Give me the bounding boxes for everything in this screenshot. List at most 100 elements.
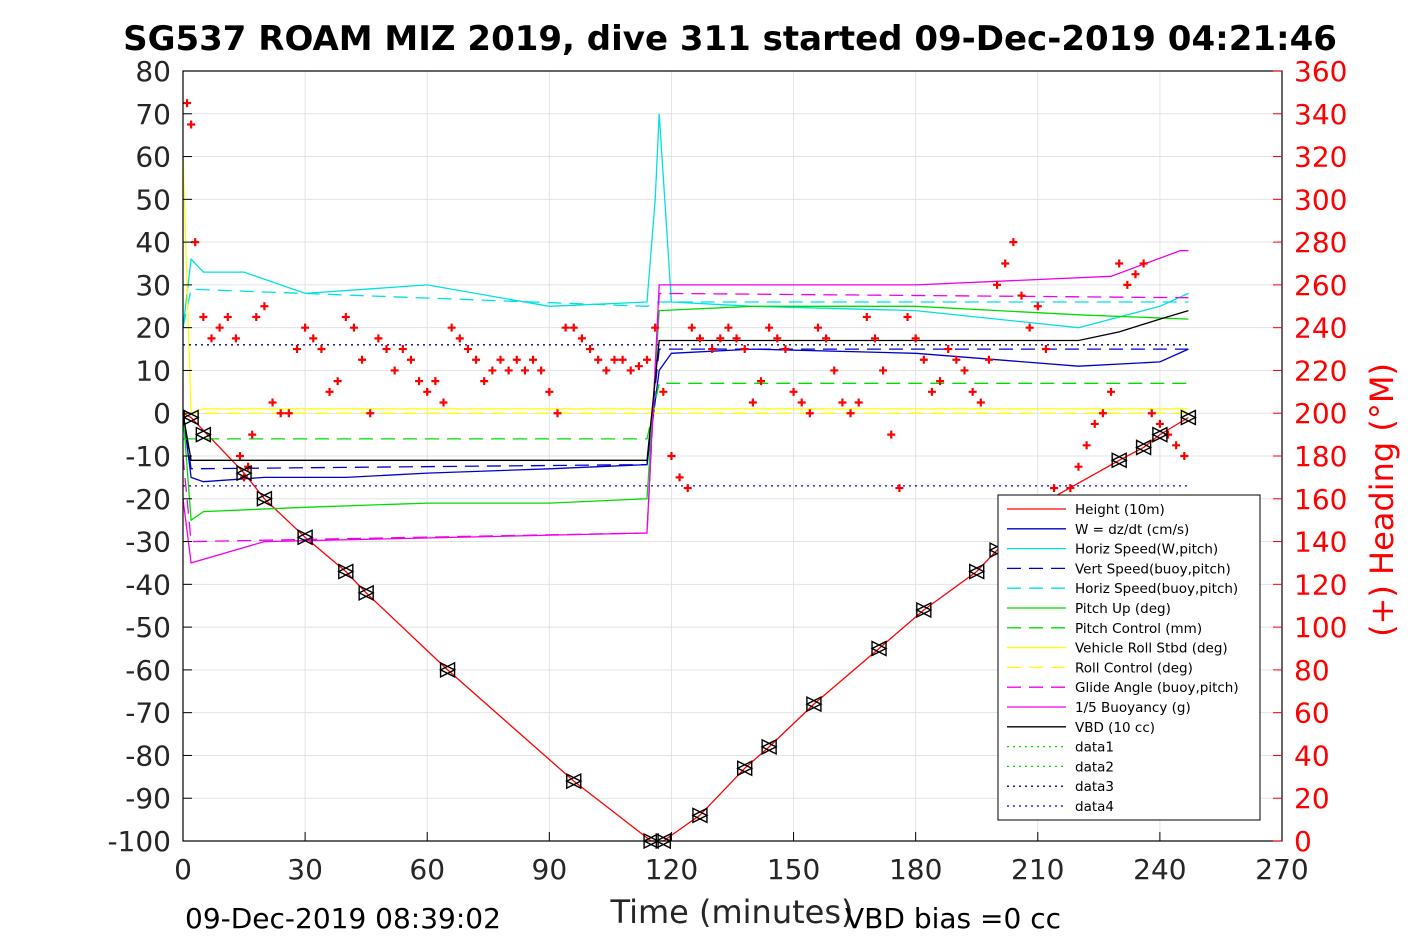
dive-point-marker: [1110, 452, 1128, 469]
series-line-5: [182, 305, 1189, 522]
heading-point: [325, 387, 334, 396]
heading-point: [968, 387, 977, 396]
y-left-ticks: 80 70 60 50 40 30 20 10 0 -10 -20 -30 -40 -50 -60 -70 -8…: [107, 55, 192, 858]
heading-point: [870, 334, 879, 343]
heading-point: [1017, 291, 1026, 300]
series-line-2: [182, 113, 1189, 329]
y-right-tick-label: 340: [1294, 98, 1347, 131]
dive-point-marker: [182, 409, 200, 426]
heading-point: [1033, 302, 1042, 311]
dive-point-marker: [805, 695, 823, 713]
heading-point: [447, 323, 456, 332]
dive-point-marker: [337, 563, 355, 580]
legend-label: Roll Control (deg): [1075, 660, 1193, 676]
legend-label: Vert Speed(buoy,pitch): [1075, 561, 1231, 577]
x-tick-label: 90: [532, 853, 568, 886]
legend: Height (10m) W = dz/dt (cm/s) Horiz Speed(…: [997, 494, 1261, 821]
legend-label: 1/5 Buoyancy (g): [1075, 700, 1191, 716]
heading-point: [415, 377, 424, 386]
heading-point: [1139, 259, 1148, 268]
x-ticks: 0 30 60 90 120 150 180 210 240 270: [174, 832, 1309, 886]
heading-point: [626, 366, 635, 375]
heading-point: [659, 387, 668, 396]
y-right-tick-label: 80: [1294, 654, 1330, 687]
heading-point: [333, 377, 342, 386]
heading-point: [610, 355, 619, 364]
y-left-tick-label: 10: [135, 354, 171, 387]
heading-point: [976, 398, 985, 407]
heading-point: [1172, 441, 1181, 450]
heading-point: [879, 366, 888, 375]
heading-point: [439, 398, 448, 407]
x-tick-label: 210: [1011, 853, 1064, 886]
heading-point: [423, 387, 432, 396]
heading-point: [472, 355, 481, 364]
heading-point: [1155, 419, 1164, 428]
heading-point: [927, 387, 936, 396]
heading-point: [455, 334, 464, 343]
heading-point: [537, 366, 546, 375]
heading-point: [813, 323, 822, 332]
heading-point: [797, 398, 806, 407]
heading-point: [732, 334, 741, 343]
heading-point: [1050, 484, 1059, 493]
heading-point: [390, 366, 399, 375]
heading-point: [586, 345, 595, 354]
y-right-axis-label: (+) Heading (°M): [1363, 363, 1401, 637]
heading-point: [854, 398, 863, 407]
heading-point: [496, 355, 505, 364]
heading-point: [183, 99, 192, 108]
heading-point: [895, 484, 904, 493]
heading-point: [260, 302, 269, 311]
y-left-tick-label: -60: [125, 654, 171, 687]
legend-label: data4: [1075, 799, 1114, 815]
heading-point: [683, 484, 692, 493]
legend-label: data3: [1075, 779, 1114, 795]
heading-point: [634, 362, 643, 371]
heading-point: [1123, 280, 1132, 289]
x-tick-label: 30: [287, 853, 323, 886]
y-right-tick-label: 320: [1294, 141, 1347, 174]
y-left-tick-label: -80: [125, 739, 171, 772]
heading-point: [268, 398, 277, 407]
heading-point: [602, 366, 611, 375]
y-left-tick-label: -50: [125, 611, 171, 644]
y-left-tick-label: 80: [135, 55, 171, 88]
heading-point: [1082, 441, 1091, 450]
chart-title: SG537 ROAM MIZ 2019, dive 311 started 09…: [123, 19, 1337, 59]
x-tick-label: 0: [174, 853, 192, 886]
x-tick-label: 270: [1255, 853, 1308, 886]
y-right-tick-label: 120: [1294, 568, 1347, 601]
legend-label: Pitch Up (deg): [1075, 601, 1171, 617]
heading-point: [577, 334, 586, 343]
heading-point: [805, 409, 814, 418]
dive-point-marker: [968, 563, 986, 580]
dive-point-marker: [1135, 439, 1153, 456]
legend-label: Vehicle Roll Stbd (deg): [1075, 641, 1228, 657]
heading-point: [1147, 409, 1156, 418]
legend-label: data2: [1075, 759, 1114, 775]
heading-point: [643, 355, 652, 364]
y-right-tick-label: 240: [1294, 312, 1347, 345]
y-right-tick-label: 260: [1294, 269, 1347, 302]
x-axis-label: Time (minutes): [610, 893, 854, 931]
heading-point: [1131, 270, 1140, 279]
heading-markers: [183, 99, 1189, 503]
heading-point: [651, 323, 660, 332]
heading-point: [431, 377, 440, 386]
footer-vbd-bias: VBD bias =0 cc: [845, 902, 1061, 935]
dive-point-marker: [760, 738, 778, 756]
heading-point: [231, 334, 240, 343]
heading-point: [199, 312, 208, 321]
heading-point: [374, 334, 383, 343]
heading-point: [618, 355, 627, 364]
heading-point: [765, 323, 774, 332]
x-tick-label: 60: [409, 853, 445, 886]
legend-label: Horiz Speed(W,pitch): [1075, 542, 1218, 558]
y-right-tick-label: 200: [1294, 397, 1347, 430]
y-left-tick-label: 50: [135, 183, 171, 216]
heading-point: [529, 355, 538, 364]
heading-point: [292, 345, 301, 354]
heading-point: [993, 280, 1002, 289]
heading-point: [695, 334, 704, 343]
